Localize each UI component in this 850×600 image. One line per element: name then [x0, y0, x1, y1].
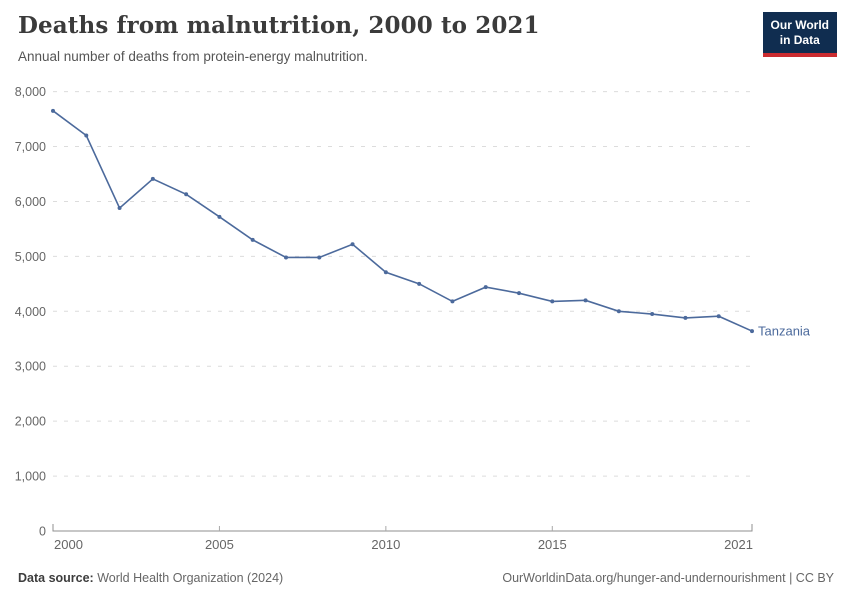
- data-point: [750, 329, 754, 334]
- y-tick-label: 0: [39, 525, 46, 539]
- page-title: Deaths from malnutrition, 2000 to 2021: [18, 12, 540, 39]
- data-point: [383, 270, 388, 275]
- data-source-label: Data source:: [18, 571, 94, 585]
- data-point: [483, 285, 488, 290]
- credit-link[interactable]: OurWorldinData.org/hunger-and-undernouri…: [502, 571, 834, 585]
- y-tick-label: 5,000: [15, 250, 46, 264]
- data-point: [583, 298, 588, 303]
- y-tick-label: 8,000: [15, 85, 46, 99]
- data-point: [716, 314, 721, 319]
- chart-subtitle: Annual number of deaths from protein-ene…: [18, 49, 368, 64]
- owid-logo[interactable]: Our World in Data: [762, 12, 837, 57]
- data-point: [51, 108, 55, 113]
- data-point: [117, 206, 122, 211]
- data-point: [350, 242, 355, 247]
- data-point: [517, 291, 521, 296]
- x-tick-label: 2021: [724, 537, 753, 552]
- y-tick-label: 6,000: [15, 195, 46, 209]
- data-point: [650, 312, 655, 317]
- owid-logo-line2: in Data: [779, 33, 820, 48]
- x-axis-line: [52, 524, 753, 532]
- data-line: [52, 110, 753, 332]
- y-tick-label: 7,000: [15, 140, 46, 154]
- x-tick-label: 2000: [54, 537, 83, 552]
- y-tick-label: 4,000: [15, 305, 46, 319]
- data-point: [184, 192, 189, 197]
- data-point: [150, 176, 155, 181]
- data-point: [84, 133, 89, 138]
- data-point: [250, 237, 255, 242]
- data-point: [284, 255, 288, 260]
- owid-logo-line1: Our World: [770, 18, 829, 32]
- data-point: [417, 281, 422, 286]
- data-point: [317, 255, 322, 260]
- x-tick-label: 2005: [205, 537, 234, 552]
- y-tick-label: 2,000: [15, 415, 46, 429]
- series-end-label: Tanzania: [758, 324, 811, 339]
- data-point: [550, 299, 555, 304]
- data-point: [450, 299, 455, 304]
- y-tick-label: 1,000: [15, 470, 46, 484]
- data-source-value: World Health Organization (2024): [93, 571, 284, 585]
- x-tick-label: 2015: [538, 537, 567, 552]
- x-tick-label: 2010: [371, 537, 400, 552]
- data-point: [217, 214, 222, 219]
- y-tick-label: 3,000: [15, 360, 46, 374]
- data-point: [616, 309, 621, 314]
- data-source: Data source: World Health Organization (…: [18, 571, 283, 585]
- data-point: [683, 315, 688, 320]
